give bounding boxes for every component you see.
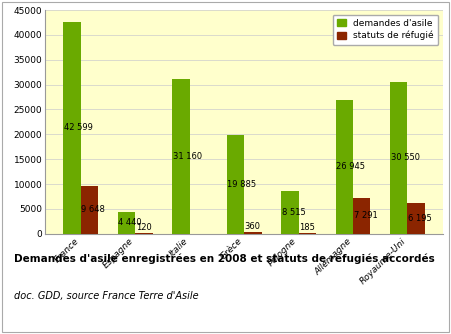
Bar (226, 135, 244, 234)
Bar (172, 79, 189, 234)
Bar (352, 197, 370, 234)
Bar (244, 232, 261, 234)
Text: 30 550: 30 550 (390, 153, 419, 162)
Text: 360: 360 (244, 222, 260, 231)
Legend: demandes d'asile, statuts de réfugié: demandes d'asile, statuts de réfugié (332, 15, 437, 45)
Bar (135, 233, 152, 234)
Bar (81, 186, 98, 234)
Text: 8 515: 8 515 (281, 208, 305, 217)
Text: doc. GDD, source France Terre d'Asile: doc. GDD, source France Terre d'Asile (14, 291, 198, 301)
Text: 4 440: 4 440 (118, 218, 142, 227)
Bar (117, 212, 135, 234)
Text: 26 945: 26 945 (336, 162, 364, 171)
Text: 31 160: 31 160 (172, 152, 202, 161)
Text: 19 885: 19 885 (227, 180, 256, 189)
Text: 7 291: 7 291 (353, 211, 377, 220)
Text: 42 599: 42 599 (64, 123, 92, 132)
Text: Demandes d'asile enregistrées en 2008 et statuts de réfugiés accordés: Demandes d'asile enregistrées en 2008 et… (14, 254, 433, 264)
Text: 6 195: 6 195 (407, 214, 431, 223)
Bar (389, 82, 406, 234)
Text: 120: 120 (136, 223, 152, 232)
Bar (281, 191, 298, 234)
Bar (63, 22, 81, 234)
Bar (335, 100, 352, 234)
Text: 185: 185 (299, 223, 314, 232)
Bar (298, 233, 315, 234)
Text: 9 648: 9 648 (81, 205, 105, 214)
Bar (406, 203, 424, 234)
